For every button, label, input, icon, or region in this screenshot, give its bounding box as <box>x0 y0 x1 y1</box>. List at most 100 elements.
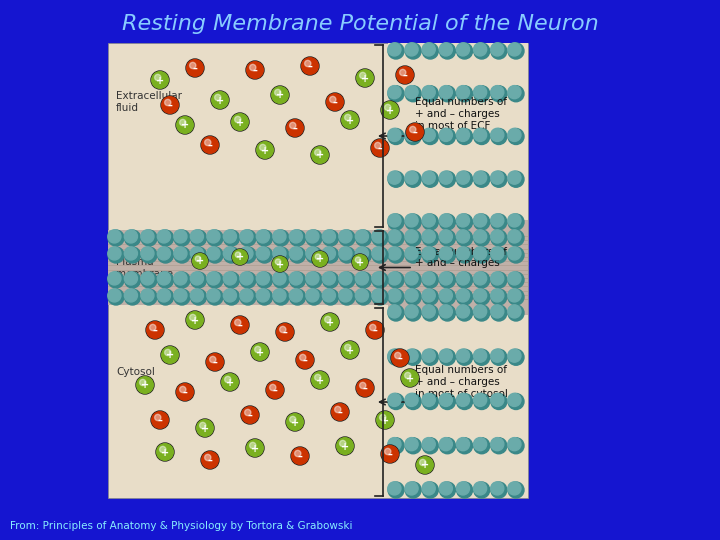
Circle shape <box>322 314 338 330</box>
Circle shape <box>474 43 490 59</box>
Circle shape <box>273 247 289 263</box>
Circle shape <box>474 438 490 454</box>
Circle shape <box>147 322 163 338</box>
Circle shape <box>474 394 490 409</box>
Circle shape <box>420 460 426 465</box>
Circle shape <box>162 347 179 363</box>
Circle shape <box>456 129 469 141</box>
Circle shape <box>491 43 504 56</box>
Circle shape <box>186 60 203 76</box>
Circle shape <box>388 86 404 102</box>
Text: –: – <box>292 124 297 133</box>
Text: –: – <box>397 354 402 363</box>
Circle shape <box>491 129 504 141</box>
Circle shape <box>508 129 521 141</box>
Circle shape <box>271 86 289 104</box>
Circle shape <box>289 289 305 305</box>
Circle shape <box>372 272 385 285</box>
Circle shape <box>256 247 272 263</box>
Circle shape <box>311 371 329 389</box>
Circle shape <box>405 86 421 102</box>
Circle shape <box>301 57 319 75</box>
Circle shape <box>439 43 456 59</box>
Circle shape <box>439 349 452 362</box>
Circle shape <box>289 247 305 263</box>
Circle shape <box>376 411 394 429</box>
Circle shape <box>491 393 504 407</box>
Circle shape <box>273 289 289 305</box>
Circle shape <box>232 317 248 333</box>
Circle shape <box>339 247 355 263</box>
Circle shape <box>274 89 281 96</box>
Text: –: – <box>307 62 312 71</box>
Text: –: – <box>192 64 197 73</box>
Text: +: + <box>326 318 334 327</box>
Circle shape <box>388 349 404 365</box>
Circle shape <box>456 482 472 498</box>
Circle shape <box>366 322 383 338</box>
Circle shape <box>439 289 456 305</box>
Circle shape <box>222 374 238 390</box>
Circle shape <box>289 230 305 246</box>
Circle shape <box>474 129 487 141</box>
Circle shape <box>439 214 452 227</box>
Circle shape <box>508 85 521 99</box>
Circle shape <box>491 305 504 318</box>
Circle shape <box>306 272 319 285</box>
Circle shape <box>388 171 404 187</box>
Circle shape <box>491 482 507 498</box>
Circle shape <box>423 171 438 187</box>
Circle shape <box>439 43 452 56</box>
Circle shape <box>272 256 288 272</box>
Circle shape <box>381 445 399 463</box>
Circle shape <box>345 114 351 120</box>
Text: +: + <box>316 254 324 265</box>
Circle shape <box>456 247 469 260</box>
Text: –: – <box>387 449 392 460</box>
Circle shape <box>405 349 421 365</box>
Circle shape <box>302 58 318 75</box>
Circle shape <box>491 305 507 321</box>
Circle shape <box>474 272 490 288</box>
Circle shape <box>174 247 187 260</box>
Circle shape <box>439 272 452 285</box>
Text: +: + <box>386 105 394 116</box>
Circle shape <box>286 119 304 137</box>
Circle shape <box>405 214 421 230</box>
Circle shape <box>405 129 418 141</box>
Circle shape <box>336 437 354 455</box>
Circle shape <box>417 457 433 473</box>
Circle shape <box>125 272 138 285</box>
Circle shape <box>456 482 469 495</box>
Text: Equal numbers of
+ and – charges
in most of cytosol: Equal numbers of + and – charges in most… <box>415 366 508 399</box>
Circle shape <box>410 126 416 133</box>
Circle shape <box>372 247 388 263</box>
Text: +: + <box>276 260 284 269</box>
Circle shape <box>508 247 524 263</box>
Text: +: + <box>166 350 174 361</box>
Circle shape <box>508 289 521 302</box>
Circle shape <box>456 43 469 56</box>
Circle shape <box>255 346 261 353</box>
Circle shape <box>174 289 190 305</box>
Circle shape <box>405 272 418 285</box>
Circle shape <box>225 376 231 383</box>
Circle shape <box>152 72 168 88</box>
Circle shape <box>474 129 490 145</box>
Circle shape <box>323 272 338 288</box>
Circle shape <box>491 289 507 305</box>
Circle shape <box>401 369 419 387</box>
Circle shape <box>405 349 418 362</box>
Circle shape <box>231 113 249 131</box>
Circle shape <box>439 247 452 260</box>
Circle shape <box>422 171 436 184</box>
Circle shape <box>150 325 156 330</box>
Circle shape <box>232 114 248 130</box>
Text: Cytosol: Cytosol <box>116 367 155 377</box>
Circle shape <box>151 71 169 89</box>
Circle shape <box>158 247 174 263</box>
Circle shape <box>355 257 361 262</box>
Circle shape <box>388 272 404 288</box>
Circle shape <box>141 272 154 285</box>
Circle shape <box>372 289 385 302</box>
